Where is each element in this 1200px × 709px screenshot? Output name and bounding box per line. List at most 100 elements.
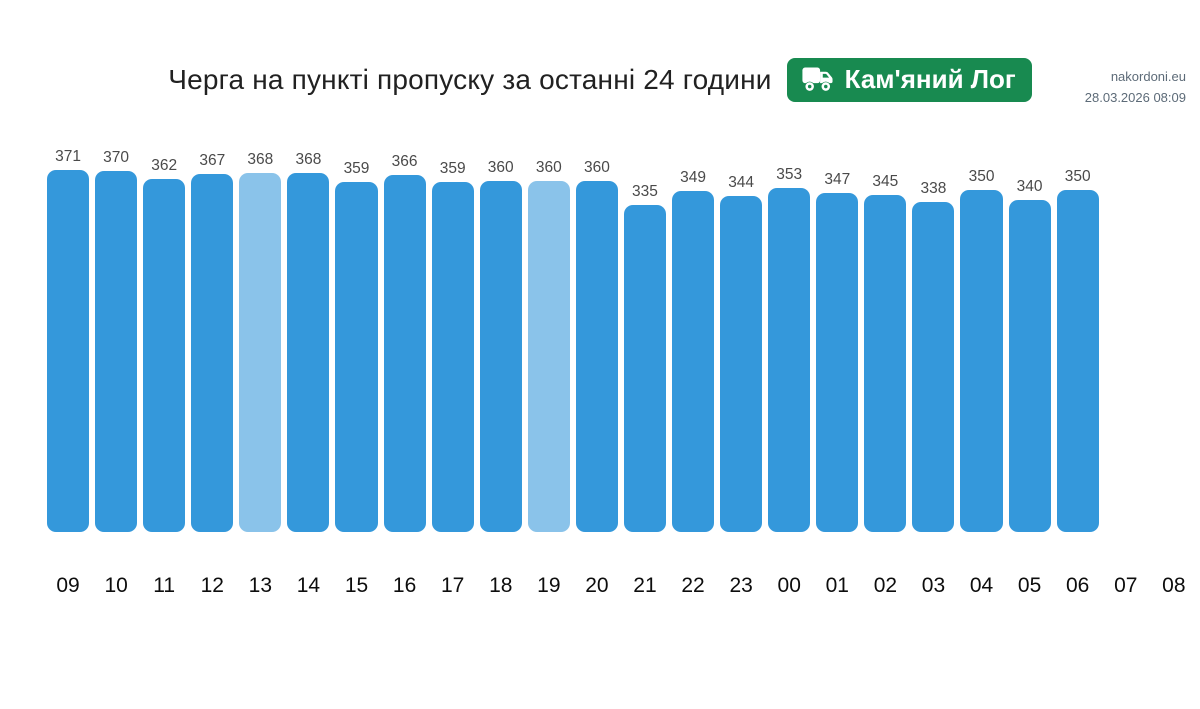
truck-icon	[801, 66, 835, 93]
bar-value-label: 368	[295, 151, 322, 168]
bar-column: 360	[527, 159, 570, 532]
bar-value-label: 371	[55, 148, 81, 165]
x-tick-label: 19	[537, 574, 561, 597]
bar-value-label: 360	[535, 159, 562, 176]
x-tick-label: 16	[392, 574, 417, 597]
snapshot-timestamp: 28.03.2026 08:09	[1084, 89, 1186, 105]
x-tick-label: 04	[969, 574, 994, 597]
bar-value-label: 350	[968, 168, 995, 185]
x-tick-label: 01	[825, 574, 849, 597]
bar[interactable]	[143, 179, 186, 532]
x-tick-label: 12	[200, 574, 224, 597]
bar-value-label: 360	[487, 159, 514, 176]
x-tick-label: 00	[777, 574, 801, 597]
chart-header: Черга на пункті пропуску за останні 24 г…	[0, 58, 1200, 102]
x-tick-label: 21	[633, 574, 657, 597]
bar[interactable]	[816, 193, 859, 532]
bar-column: 366	[383, 153, 426, 532]
x-tick-label: 06	[1066, 574, 1090, 597]
bar-value-label: 350	[1064, 168, 1091, 185]
bar[interactable]	[239, 173, 282, 532]
bar-chart: 371 370 362 367 368 368 359 366 359 360 360 360 335 3…	[47, 144, 1195, 598]
bar[interactable]	[1008, 200, 1051, 532]
bar-column: 340	[1008, 178, 1051, 532]
x-tick-label: 20	[585, 574, 609, 597]
x-tick-label: 14	[296, 574, 321, 597]
bar-columns: 371 370 362 367 368 368 359 366 359 360 360 360 335 3…	[47, 144, 1195, 532]
bar-column: 368	[239, 151, 282, 532]
bar-value-label: 347	[824, 171, 851, 188]
site-name: nakordoni.eu	[1110, 69, 1186, 84]
bar-value-label: 360	[583, 159, 610, 176]
bar-column: 359	[335, 160, 378, 532]
x-tick-label: 11	[153, 574, 176, 597]
bar[interactable]	[1056, 190, 1099, 532]
bar-value-label: 368	[247, 151, 274, 168]
checkpoint-badge[interactable]: Кам'яний Лог	[786, 58, 1032, 102]
bar-column: 360	[479, 159, 522, 532]
bar-value-label: 338	[920, 180, 947, 197]
bar-column: 345	[864, 173, 907, 532]
x-tick-label: 08	[1162, 574, 1186, 597]
bar[interactable]	[623, 205, 667, 532]
bar-value-label: 344	[728, 174, 755, 191]
x-tick-label: 03	[921, 574, 946, 597]
bar-value-label: 370	[103, 149, 130, 166]
x-tick-label: 17	[440, 574, 465, 597]
bar[interactable]	[431, 182, 474, 532]
bar[interactable]	[720, 196, 763, 532]
bar-value-label: 335	[632, 183, 658, 200]
bar[interactable]	[191, 174, 234, 532]
bar[interactable]	[47, 170, 90, 532]
bar-value-label: 359	[439, 160, 466, 177]
bar-column: 344	[720, 174, 763, 532]
bar[interactable]	[479, 181, 522, 532]
chart-title: Черга на пункті пропуску за останні 24 г…	[168, 64, 772, 95]
bar[interactable]	[672, 191, 715, 532]
site-info: nakordoni.eu 28.03.2026 08:09	[1085, 67, 1186, 109]
bar[interactable]	[527, 181, 570, 532]
checkpoint-badge-label: Кам'яний Лог	[844, 64, 1016, 94]
bar[interactable]	[864, 195, 907, 532]
bar[interactable]	[960, 190, 1003, 532]
bar-value-label: 359	[343, 160, 370, 177]
bar-value-label: 366	[391, 153, 418, 170]
x-tick-label: 15	[344, 574, 369, 597]
bar-column: 350	[960, 168, 1003, 532]
bar-column: 359	[431, 160, 474, 532]
x-axis-labels: 09 10 11 12 13 14 15 16 17 18 19 20 21 22 23 00 01 02 03 04…	[47, 574, 1195, 598]
x-tick-label: 18	[489, 574, 513, 597]
bar-column: 350	[1056, 168, 1099, 532]
bar-value-label: 367	[199, 152, 226, 169]
bar[interactable]	[95, 171, 138, 532]
bar-column: 370	[95, 149, 138, 532]
bar[interactable]	[335, 182, 378, 532]
x-tick-label: 05	[1017, 574, 1042, 597]
bar[interactable]	[912, 202, 955, 532]
bar-column: 338	[912, 180, 955, 532]
bar-column: 368	[287, 151, 330, 532]
bar[interactable]	[383, 175, 426, 532]
bar-column: 335	[623, 183, 667, 532]
bar-column: 347	[816, 171, 859, 532]
bar-value-label: 340	[1016, 178, 1043, 195]
bar-column: 367	[191, 152, 234, 532]
bar[interactable]	[768, 188, 811, 532]
bar-value-label: 362	[151, 157, 178, 174]
bar[interactable]	[575, 181, 618, 532]
x-tick-label: 22	[681, 574, 705, 597]
x-tick-label: 13	[248, 574, 273, 597]
bar-column: 362	[143, 157, 186, 532]
bar-value-label: 349	[680, 169, 706, 186]
bar-column: 371	[47, 148, 90, 532]
bar-column: 349	[672, 169, 715, 532]
x-tick-label: 23	[729, 574, 753, 597]
x-tick-label: 09	[56, 574, 80, 597]
bar[interactable]	[287, 173, 330, 532]
bar-value-label: 345	[872, 173, 899, 190]
bar-column: 360	[575, 159, 618, 532]
bar-column: 353	[768, 166, 811, 532]
x-tick-label: 02	[873, 574, 898, 597]
x-tick-label: 10	[104, 574, 128, 597]
bar-value-label: 353	[776, 166, 803, 183]
